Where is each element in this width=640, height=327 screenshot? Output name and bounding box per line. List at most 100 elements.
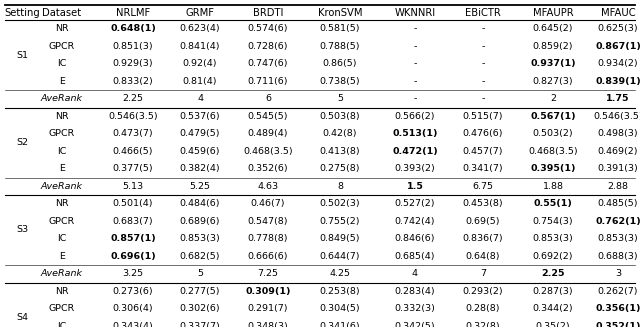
Text: 0.287(3): 0.287(3) — [532, 287, 573, 296]
Text: 0.485(5): 0.485(5) — [598, 199, 638, 208]
Text: 5: 5 — [337, 94, 343, 103]
Text: -: - — [413, 77, 417, 86]
Text: 7: 7 — [480, 269, 486, 278]
Text: 0.645(2): 0.645(2) — [532, 24, 573, 33]
Text: 0.457(7): 0.457(7) — [463, 147, 503, 156]
Text: BRDTI: BRDTI — [253, 8, 283, 18]
Text: 0.86(5): 0.86(5) — [323, 59, 357, 68]
Text: 0.503(2): 0.503(2) — [532, 129, 573, 138]
Text: NR: NR — [55, 112, 69, 121]
Text: -: - — [413, 94, 417, 103]
Text: 0.469(2): 0.469(2) — [598, 147, 638, 156]
Text: 0.827(3): 0.827(3) — [532, 77, 573, 86]
Text: 0.683(7): 0.683(7) — [113, 217, 154, 226]
Text: -: - — [413, 59, 417, 68]
Text: 0.501(4): 0.501(4) — [113, 199, 153, 208]
Text: 0.352(6): 0.352(6) — [248, 164, 288, 173]
Text: 0.851(3): 0.851(3) — [113, 42, 154, 51]
Text: -: - — [413, 42, 417, 51]
Text: 4.63: 4.63 — [257, 182, 278, 191]
Text: AveRank: AveRank — [41, 94, 83, 103]
Text: 0.466(5): 0.466(5) — [113, 147, 153, 156]
Text: 0.275(8): 0.275(8) — [320, 164, 360, 173]
Text: AveRank: AveRank — [41, 269, 83, 278]
Text: IC: IC — [58, 234, 67, 243]
Text: GPCR: GPCR — [49, 42, 75, 51]
Text: 1.75: 1.75 — [606, 94, 630, 103]
Text: 2.25: 2.25 — [122, 94, 143, 103]
Text: 0.934(2): 0.934(2) — [598, 59, 638, 68]
Text: 0.489(4): 0.489(4) — [248, 129, 288, 138]
Text: 0.859(2): 0.859(2) — [532, 42, 573, 51]
Text: 0.291(7): 0.291(7) — [248, 304, 288, 313]
Text: AveRank: AveRank — [41, 182, 83, 191]
Text: 0.836(7): 0.836(7) — [463, 234, 503, 243]
Text: 0.853(3): 0.853(3) — [598, 234, 638, 243]
Text: 3: 3 — [615, 269, 621, 278]
Text: 0.395(1): 0.395(1) — [531, 164, 576, 173]
Text: 0.788(5): 0.788(5) — [320, 42, 360, 51]
Text: 0.937(1): 0.937(1) — [530, 59, 576, 68]
Text: 0.623(4): 0.623(4) — [180, 24, 220, 33]
Text: 0.479(5): 0.479(5) — [180, 129, 220, 138]
Text: MFAUC: MFAUC — [601, 8, 636, 18]
Text: 4: 4 — [412, 269, 418, 278]
Text: 0.393(2): 0.393(2) — [395, 164, 435, 173]
Text: S3: S3 — [16, 226, 28, 234]
Text: MFAUPR: MFAUPR — [532, 8, 573, 18]
Text: 0.69(5): 0.69(5) — [466, 217, 500, 226]
Text: 0.341(7): 0.341(7) — [463, 164, 503, 173]
Text: 7.25: 7.25 — [257, 269, 278, 278]
Text: 0.581(5): 0.581(5) — [320, 24, 360, 33]
Text: NR: NR — [55, 24, 69, 33]
Text: 1.5: 1.5 — [406, 182, 424, 191]
Text: E: E — [59, 164, 65, 173]
Text: 0.92(4): 0.92(4) — [183, 59, 217, 68]
Text: 0.648(1): 0.648(1) — [110, 24, 156, 33]
Text: -: - — [481, 42, 484, 51]
Text: 0.42(8): 0.42(8) — [323, 129, 357, 138]
Text: 0.332(3): 0.332(3) — [395, 304, 435, 313]
Text: 0.306(4): 0.306(4) — [113, 304, 154, 313]
Text: 0.498(3): 0.498(3) — [598, 129, 638, 138]
Text: 5.13: 5.13 — [122, 182, 143, 191]
Text: 0.513(1): 0.513(1) — [392, 129, 438, 138]
Text: 0.253(8): 0.253(8) — [320, 287, 360, 296]
Text: Setting: Setting — [4, 8, 40, 18]
Text: 0.352(1): 0.352(1) — [595, 322, 640, 327]
Text: 0.625(3): 0.625(3) — [598, 24, 638, 33]
Text: 0.348(3): 0.348(3) — [248, 322, 289, 327]
Text: 0.46(7): 0.46(7) — [251, 199, 285, 208]
Text: 0.277(5): 0.277(5) — [180, 287, 220, 296]
Text: GPCR: GPCR — [49, 217, 75, 226]
Text: 0.413(8): 0.413(8) — [320, 147, 360, 156]
Text: 0.515(7): 0.515(7) — [463, 112, 503, 121]
Text: S2: S2 — [16, 138, 28, 147]
Text: 0.778(8): 0.778(8) — [248, 234, 288, 243]
Text: WKNNRI: WKNNRI — [394, 8, 436, 18]
Text: 0.738(5): 0.738(5) — [320, 77, 360, 86]
Text: 0.341(6): 0.341(6) — [320, 322, 360, 327]
Text: 0.527(2): 0.527(2) — [395, 199, 435, 208]
Text: 5.25: 5.25 — [189, 182, 211, 191]
Text: 0.696(1): 0.696(1) — [110, 252, 156, 261]
Text: 0.468(3.5): 0.468(3.5) — [243, 147, 293, 156]
Text: 0.537(6): 0.537(6) — [180, 112, 220, 121]
Text: 0.728(6): 0.728(6) — [248, 42, 288, 51]
Text: 0.841(4): 0.841(4) — [180, 42, 220, 51]
Text: 1.88: 1.88 — [543, 182, 563, 191]
Text: 0.344(2): 0.344(2) — [532, 304, 573, 313]
Text: 0.846(6): 0.846(6) — [395, 234, 435, 243]
Text: NR: NR — [55, 199, 69, 208]
Text: 0.64(8): 0.64(8) — [466, 252, 500, 261]
Text: 0.453(8): 0.453(8) — [463, 199, 503, 208]
Text: 0.546(3.5): 0.546(3.5) — [108, 112, 158, 121]
Text: E: E — [59, 252, 65, 261]
Text: NRLMF: NRLMF — [116, 8, 150, 18]
Text: KronSVM: KronSVM — [317, 8, 362, 18]
Text: -: - — [413, 24, 417, 33]
Text: 0.283(4): 0.283(4) — [395, 287, 435, 296]
Text: 0.28(8): 0.28(8) — [466, 304, 500, 313]
Text: 0.343(4): 0.343(4) — [113, 322, 154, 327]
Text: 0.682(5): 0.682(5) — [180, 252, 220, 261]
